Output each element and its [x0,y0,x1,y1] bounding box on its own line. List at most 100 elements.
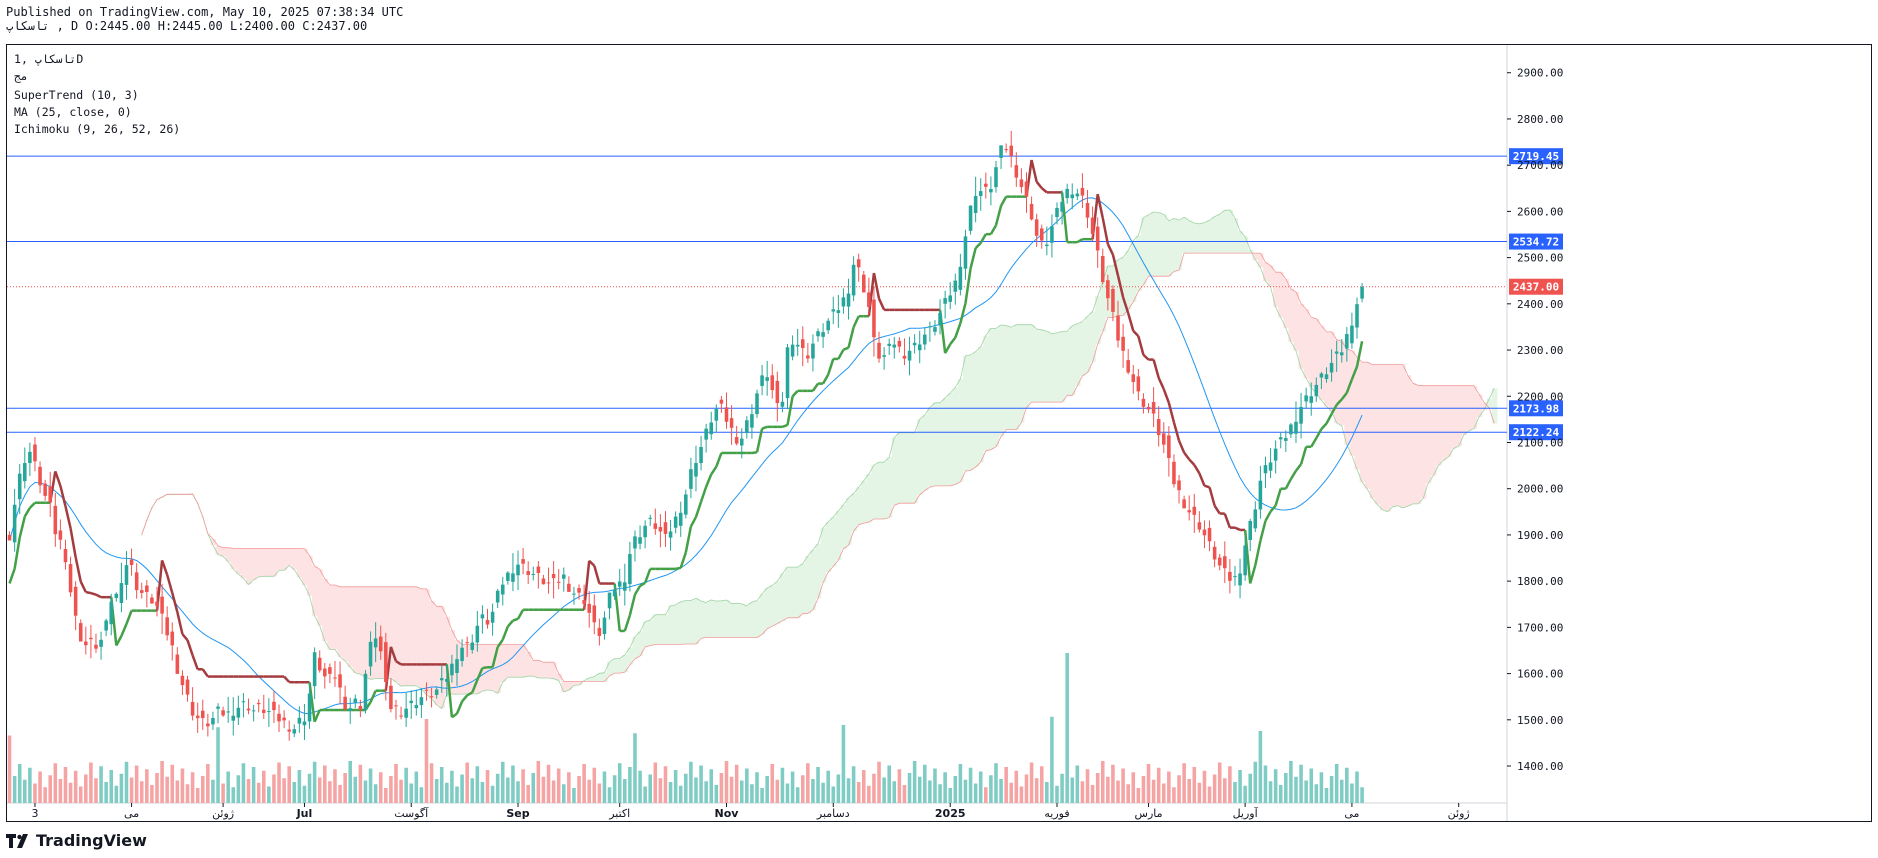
candle-body [1085,202,1090,218]
supertrend-segment [1198,472,1206,487]
cloud-segment [795,567,801,618]
volume-bar [1238,770,1242,803]
volume-bar [241,763,246,803]
volume-bar [485,770,490,803]
cloud-segment [632,636,639,659]
volume-bar [439,767,444,803]
cloud-segment [1445,385,1452,457]
candle-body [1162,433,1166,445]
volume-bar [475,766,480,803]
cloud-segment [790,567,796,618]
candle-body [806,355,810,359]
price-chart[interactable]: 2719.45 2534.72 2173.98 2122.24 2437.00 1400… [7,45,1871,821]
candle-body [368,641,373,667]
volume-bar [770,764,775,803]
cloud-segment [271,548,278,577]
volume-bar [699,765,703,803]
supertrend-segment [949,336,957,345]
cloud-segment [510,644,517,678]
volume-bar [33,783,37,803]
candle-body [678,512,683,526]
supertrend-segment [389,646,398,662]
volume-bar [668,782,673,803]
volume-bar [806,763,810,803]
candle-body [933,327,937,332]
candle-body [185,679,190,695]
legend-supertrend[interactable]: SuperTrend (10, 3) [14,88,139,102]
volume-bar [846,778,851,803]
volume-bar [816,767,820,803]
volume-bar [180,768,185,803]
volume-bar [1014,770,1019,803]
volume-bar [1121,768,1125,803]
tradingview-logo[interactable]: TradingView [6,831,147,850]
volume-bar [1248,773,1252,803]
volume-bar [353,776,358,803]
candle-body [760,375,764,386]
volume-bar [48,775,52,803]
volume-bar [231,787,236,803]
volume-bar [1080,781,1085,803]
supertrend-segment [1345,378,1354,394]
volume-bar [1162,783,1166,803]
candle-body [658,527,663,532]
volume-bar [28,767,32,803]
cloud-segment [1023,324,1030,408]
candle-body [287,729,291,732]
candles [7,130,1364,741]
legend-ichimoku[interactable]: Ichimoku (9, 26, 52, 26) [14,122,181,136]
cloud-segment [1283,279,1289,328]
volume-bar [1172,787,1176,803]
supertrend-segment [1294,463,1303,472]
candle-body [312,652,317,687]
candle-body [1024,181,1029,197]
cloud-segment [596,673,603,682]
supertrend-segment [18,516,27,538]
cloud-segment [1476,394,1483,418]
candle-body [1289,424,1293,435]
volume-bar [145,769,149,803]
cloud-segment [1400,364,1406,508]
volume-bar [104,782,108,803]
volume-bar [811,779,815,803]
candle-body [1055,207,1059,218]
legend-ma[interactable]: MA (25, close, 0) [14,105,132,119]
volume-bar [912,761,917,803]
volume-bar [562,784,566,803]
volume-bar [1334,764,1339,803]
candle-body [104,620,108,631]
volume-bar [872,773,876,803]
supertrend-segment [451,712,458,719]
candle-body [155,601,159,606]
supertrend-segment [74,556,82,582]
candle-body [734,437,739,444]
supertrend-segment [755,428,764,453]
candle-body [343,696,347,710]
cloud-segment [983,335,989,451]
cloud-segment [988,328,995,450]
cloud-segment [1176,220,1183,271]
cloud-segment [571,681,578,686]
volume-bar [1324,788,1329,803]
price-label: 2719.45 [1513,150,1559,163]
volume-bar [94,778,98,803]
cloud-segment [1079,321,1086,376]
candle-body [562,574,566,579]
candle-body [495,590,500,603]
cloud-segment [1486,398,1493,408]
volume-bar [1029,762,1034,803]
volume-bar [1009,782,1014,803]
supertrend-segment [1106,243,1115,256]
y-tick-label: 2000.00 [1517,483,1563,496]
cloud-segment [1425,385,1432,484]
cloud-segment [383,586,389,679]
volume-bar [317,777,322,803]
chart-frame[interactable]: 2719.45 2534.72 2173.98 2122.24 2437.00 1400… [6,44,1872,822]
cloud-segment [1374,364,1381,505]
cloud-segment [1186,220,1193,254]
candle-body [1253,509,1258,529]
cloud-segment [769,585,776,627]
volume-bar [175,780,180,803]
volume-bar [511,765,515,803]
volume-bar [943,772,947,803]
